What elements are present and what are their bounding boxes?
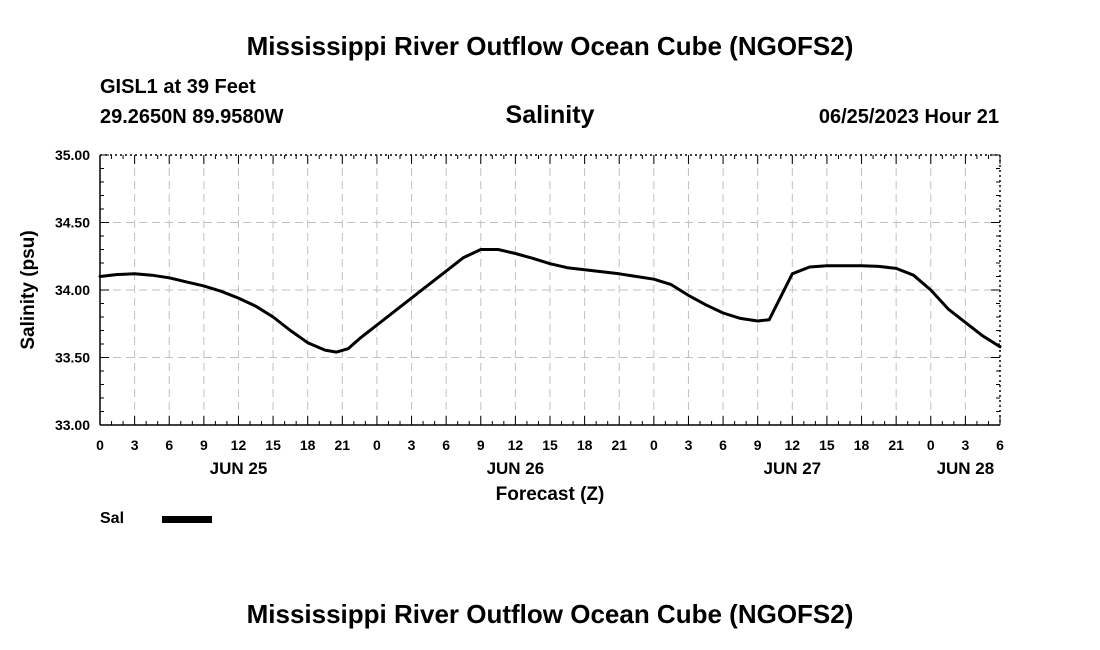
x-day-label: JUN 26 [487,459,545,478]
x-axis-title: Forecast (Z) [496,484,605,505]
x-tick-label: 9 [200,437,208,453]
y-tick-label: 34.50 [55,215,90,231]
x-tick-label: 3 [131,437,139,453]
x-tick-label: 18 [577,437,593,453]
x-tick-label: 21 [335,437,351,453]
x-tick-label: 21 [611,437,627,453]
x-tick-label: 0 [650,437,658,453]
x-tick-label: 12 [785,437,801,453]
x-tick-label: 9 [477,437,485,453]
y-tick-label: 33.50 [55,350,90,366]
x-day-label: JUN 27 [763,459,821,478]
x-tick-label: 12 [508,437,524,453]
x-tick-label: 0 [373,437,381,453]
legend-line-swatch [162,516,212,523]
x-tick-label: 0 [96,437,104,453]
x-tick-label: 21 [888,437,904,453]
x-tick-label: 6 [442,437,450,453]
y-tick-label: 35.00 [55,147,90,163]
x-tick-label: 15 [542,437,558,453]
station-coordinates: 29.2650N 89.9580W [100,106,284,128]
x-tick-label: 6 [719,437,727,453]
page-title: Mississippi River Outflow Ocean Cube (NG… [246,31,854,61]
x-tick-label: 9 [754,437,762,453]
x-tick-label: 18 [854,437,870,453]
y-tick-label: 34.00 [55,282,90,298]
forecast-datetime: 06/25/2023 Hour 21 [818,106,999,128]
x-tick-label: 3 [961,437,969,453]
x-tick-label: 15 [819,437,835,453]
x-tick-label: 6 [165,437,173,453]
footer-title: Mississippi River Outflow Ocean Cube (NG… [246,599,854,629]
x-tick-label: 0 [927,437,935,453]
y-axis-title: Salinity (psu) [18,230,39,349]
y-tick-label: 33.00 [55,417,90,433]
salinity-series-line [98,248,1002,354]
chart-title: Salinity [505,101,595,129]
x-tick-label: 3 [685,437,693,453]
legend-label: Sal [100,510,125,527]
x-day-label: JUN 25 [210,459,268,478]
x-tick-label: 18 [300,437,316,453]
x-tick-label: 12 [231,437,247,453]
x-tick-label: 3 [408,437,416,453]
x-day-label: JUN 28 [937,459,995,478]
station-name: GISL1 at 39 Feet [100,76,256,98]
x-tick-label: 15 [265,437,281,453]
x-tick-label: 6 [996,437,1004,453]
